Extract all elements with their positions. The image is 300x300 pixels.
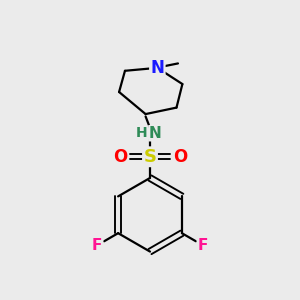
Text: H: H — [135, 126, 147, 140]
Text: O: O — [113, 148, 127, 166]
Text: F: F — [198, 238, 208, 253]
Text: O: O — [173, 148, 187, 166]
Text: N: N — [150, 59, 164, 77]
Text: S: S — [143, 148, 157, 166]
Text: F: F — [92, 238, 102, 253]
Text: N: N — [149, 126, 162, 141]
